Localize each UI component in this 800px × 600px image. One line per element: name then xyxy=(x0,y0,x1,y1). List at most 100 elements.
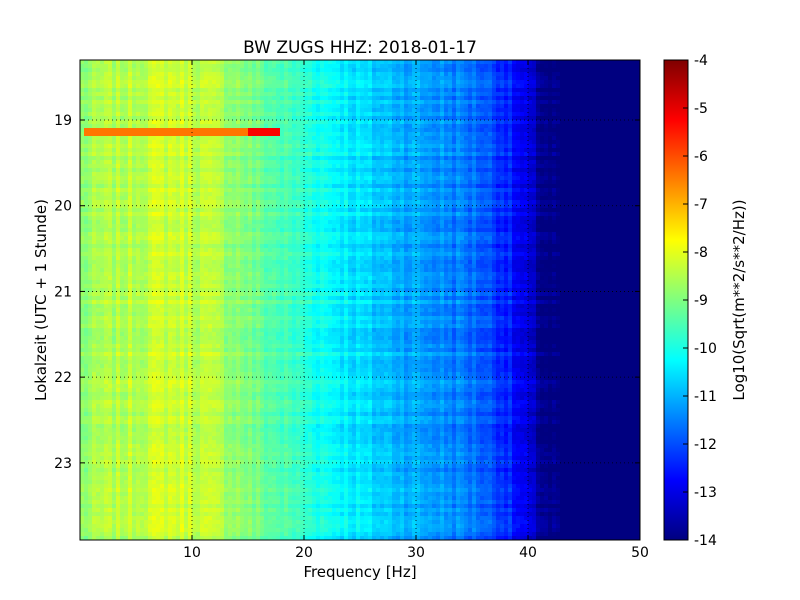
heatmap-cell xyxy=(312,100,317,105)
heatmap-cell xyxy=(88,140,93,145)
heatmap-cell xyxy=(132,188,137,193)
heatmap-cell xyxy=(140,176,145,181)
heatmap-cell xyxy=(184,64,189,69)
heatmap-cell xyxy=(336,168,341,173)
heatmap-cell xyxy=(180,112,185,117)
heatmap-cell xyxy=(332,140,337,145)
heatmap-cell xyxy=(160,180,165,185)
heatmap-cell xyxy=(172,172,177,177)
heatmap-cell xyxy=(208,192,213,197)
heatmap-cell xyxy=(376,120,381,125)
heatmap-cell xyxy=(352,200,357,205)
heatmap-cell xyxy=(544,188,549,193)
heatmap-cell xyxy=(456,164,461,169)
heatmap-cell xyxy=(296,84,301,89)
heatmap-cell xyxy=(268,96,273,101)
heatmap-cell xyxy=(132,108,137,113)
heatmap-cell xyxy=(136,148,141,153)
heatmap-cell xyxy=(204,80,209,85)
heatmap-cell xyxy=(364,132,369,137)
heatmap-cell xyxy=(244,76,249,81)
heatmap-cell xyxy=(272,200,277,205)
heatmap-cell xyxy=(336,132,341,137)
heatmap-cell xyxy=(344,200,349,205)
heatmap-cell xyxy=(532,164,537,169)
heatmap-cell xyxy=(280,136,285,141)
heatmap-cell xyxy=(268,132,273,137)
heatmap-cell xyxy=(248,68,253,73)
heatmap-cell xyxy=(580,168,585,173)
heatmap-cell xyxy=(84,188,89,193)
heatmap-cell xyxy=(252,148,257,153)
heatmap-cell xyxy=(632,96,637,101)
heatmap-cell xyxy=(240,104,245,109)
heatmap-cell xyxy=(592,164,597,169)
heatmap-cell xyxy=(272,144,277,149)
heatmap-cell xyxy=(388,120,393,125)
heatmap-cell xyxy=(384,92,389,97)
heatmap-cell xyxy=(232,84,237,89)
heatmap-cell xyxy=(160,128,165,133)
heatmap-cell xyxy=(456,160,461,165)
heatmap-cell xyxy=(168,136,173,141)
heatmap-cell xyxy=(108,116,113,121)
heatmap-cell xyxy=(592,176,597,181)
heatmap-cell xyxy=(316,64,321,69)
heatmap-cell xyxy=(624,156,629,161)
heatmap-cell xyxy=(308,92,313,97)
heatmap-cell xyxy=(192,180,197,185)
heatmap-cell xyxy=(200,104,205,109)
heatmap-cell xyxy=(460,92,465,97)
heatmap-cell xyxy=(448,68,453,73)
heatmap-cell xyxy=(492,96,497,101)
heatmap-cell xyxy=(584,60,589,65)
heatmap-cell xyxy=(100,84,105,89)
heatmap-cell xyxy=(112,160,117,165)
heatmap-cell xyxy=(324,80,329,85)
heatmap-cell xyxy=(292,108,297,113)
heatmap-cell xyxy=(192,92,197,97)
heatmap-cell xyxy=(444,156,449,161)
heatmap-cell xyxy=(188,176,193,181)
heatmap-cell xyxy=(448,64,453,69)
heatmap-cell xyxy=(416,152,421,157)
heatmap-cell xyxy=(584,76,589,81)
heatmap-cell xyxy=(368,76,373,81)
heatmap-cell xyxy=(336,152,341,157)
heatmap-cell xyxy=(192,168,197,173)
heatmap-cell xyxy=(376,64,381,69)
heatmap-cell xyxy=(396,76,401,81)
heatmap-cell xyxy=(380,124,385,129)
heatmap-cell xyxy=(204,164,209,169)
heatmap-cell xyxy=(604,132,609,137)
heatmap-cell xyxy=(308,188,313,193)
heatmap-cell xyxy=(244,80,249,85)
heatmap-cell xyxy=(616,196,621,201)
heatmap-cell xyxy=(112,84,117,89)
heatmap-cell xyxy=(392,128,397,133)
heatmap-cell xyxy=(292,124,297,129)
heatmap-cell xyxy=(248,140,253,145)
heatmap-cell xyxy=(352,132,357,137)
heatmap-cell xyxy=(172,72,177,77)
heatmap-cell xyxy=(116,108,121,113)
heatmap-cell xyxy=(564,108,569,113)
heatmap-cell xyxy=(396,200,401,205)
heatmap-cell xyxy=(444,184,449,189)
heatmap-cell xyxy=(624,76,629,81)
heatmap-cell xyxy=(580,80,585,85)
heatmap-cell xyxy=(204,124,209,129)
heatmap-cell xyxy=(324,92,329,97)
heatmap-cell xyxy=(316,68,321,73)
heatmap-cell xyxy=(488,176,493,181)
heatmap-cell xyxy=(140,140,145,145)
heatmap-cell xyxy=(548,148,553,153)
heatmap-cell xyxy=(584,128,589,133)
heatmap-cell xyxy=(632,196,637,201)
heatmap-cell xyxy=(528,124,533,129)
heatmap-cell xyxy=(440,96,445,101)
heatmap-cell xyxy=(444,200,449,205)
heatmap-cell xyxy=(168,160,173,165)
heatmap-cell xyxy=(92,144,97,149)
heatmap-cell xyxy=(548,108,553,113)
